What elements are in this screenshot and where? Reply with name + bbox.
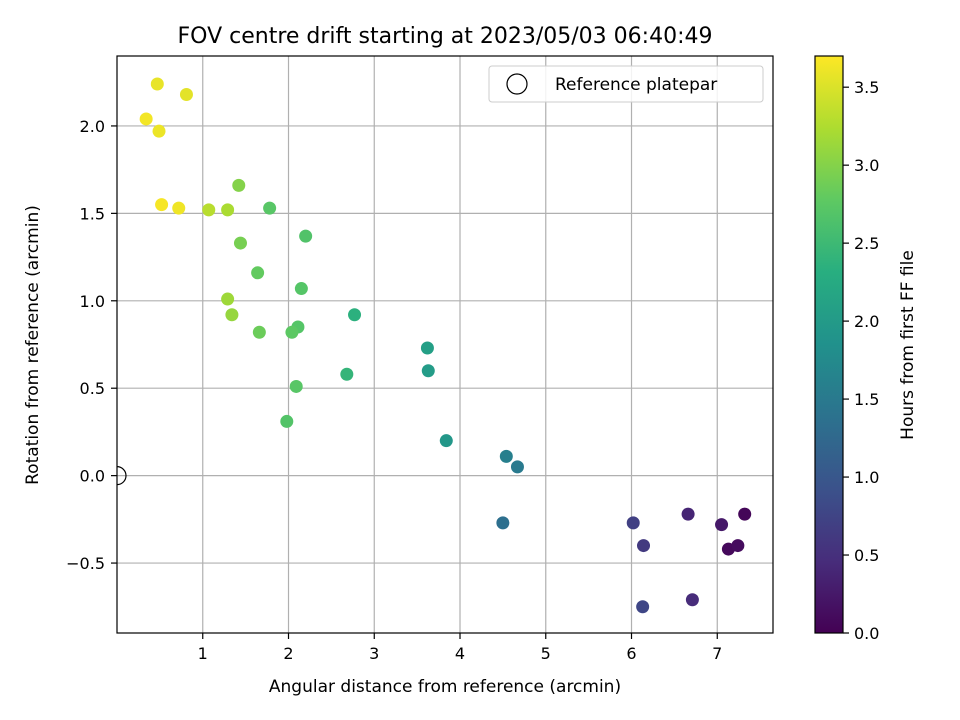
data-point (510, 460, 524, 474)
data-point (152, 124, 166, 138)
data-point (252, 325, 266, 339)
data-point (626, 516, 640, 530)
legend: Reference platepar (488, 65, 764, 103)
data-point (637, 539, 651, 553)
data-point (738, 507, 752, 521)
data-point (155, 198, 169, 212)
y-axis-ticks: −0.5 0.0 0.5 1.0 1.5 2.0 (66, 117, 117, 573)
data-point (681, 507, 695, 521)
colorbar-tick-label: 0.0 (854, 624, 879, 643)
reference-platepar-marker (117, 466, 127, 486)
colorbar-label: Hours from first FF file (898, 250, 918, 440)
data-point (715, 518, 729, 532)
data-point (294, 282, 308, 296)
colorbar-tick-label: 2.5 (854, 234, 879, 253)
legend-reference-marker (506, 73, 528, 95)
colorbar-tick-label: 3.5 (854, 78, 879, 97)
chart-title: FOV centre drift starting at 2023/05/03 … (178, 24, 713, 49)
data-point (496, 516, 510, 530)
data-point (421, 364, 435, 378)
data-point (731, 539, 745, 553)
x-axis-label: Angular distance from reference (arcmin) (269, 677, 621, 697)
data-point (233, 236, 247, 250)
y-tick-label: 1.0 (80, 292, 105, 311)
data-point (289, 379, 303, 393)
data-point (685, 593, 699, 607)
colorbar-gradient (814, 55, 844, 634)
data-point (263, 201, 277, 215)
y-tick-label: 0.5 (80, 379, 105, 398)
colorbar-tick-label: 2.0 (854, 312, 879, 331)
colorbar-ticks: 0.0 0.5 1.0 1.5 2.0 2.5 3.0 3.5 (843, 78, 879, 643)
x-tick-label: 3 (369, 644, 379, 663)
y-tick-label: 2.0 (80, 117, 105, 136)
colorbar: 0.0 0.5 1.0 1.5 2.0 2.5 3.0 3.5 Hours from firs… (814, 55, 918, 643)
y-tick-label: −0.5 (66, 554, 105, 573)
data-point (251, 266, 265, 280)
data-point (299, 229, 313, 243)
y-tick-label: 1.5 (80, 204, 105, 223)
data-point (202, 203, 216, 217)
data-points (139, 77, 752, 614)
colorbar-tick-label: 3.0 (854, 156, 879, 175)
x-tick-label: 6 (626, 644, 636, 663)
x-tick-label: 7 (712, 644, 722, 663)
data-point (179, 87, 193, 101)
colorbar-tick-label: 0.5 (854, 546, 879, 565)
x-tick-label: 4 (455, 644, 465, 663)
data-point (285, 325, 299, 339)
data-point (172, 201, 186, 215)
x-axis-ticks: 1 2 3 4 5 6 7 (198, 633, 722, 663)
reference-marker-layer (117, 466, 127, 486)
grid-lines (117, 56, 773, 633)
plot-frame (116, 55, 774, 634)
y-tick-label: 0.0 (80, 467, 105, 486)
data-point (232, 178, 246, 192)
data-point (420, 341, 434, 355)
data-point (225, 308, 239, 322)
data-point (499, 449, 513, 463)
data-point (150, 77, 164, 91)
data-point (221, 203, 235, 217)
data-point (280, 414, 294, 428)
data-point (221, 292, 235, 306)
legend-box (488, 65, 764, 103)
y-axis-label: Rotation from reference (arcmin) (23, 205, 43, 485)
data-point (139, 112, 153, 126)
x-tick-label: 2 (283, 644, 293, 663)
data-point (348, 308, 362, 322)
data-point (439, 434, 453, 448)
x-tick-label: 1 (198, 644, 208, 663)
colorbar-tick-label: 1.0 (854, 468, 879, 487)
data-point (636, 600, 650, 614)
data-point (340, 367, 354, 381)
legend-entry-reference: Reference platepar (555, 75, 717, 95)
x-tick-label: 5 (541, 644, 551, 663)
colorbar-tick-label: 1.5 (854, 390, 879, 409)
